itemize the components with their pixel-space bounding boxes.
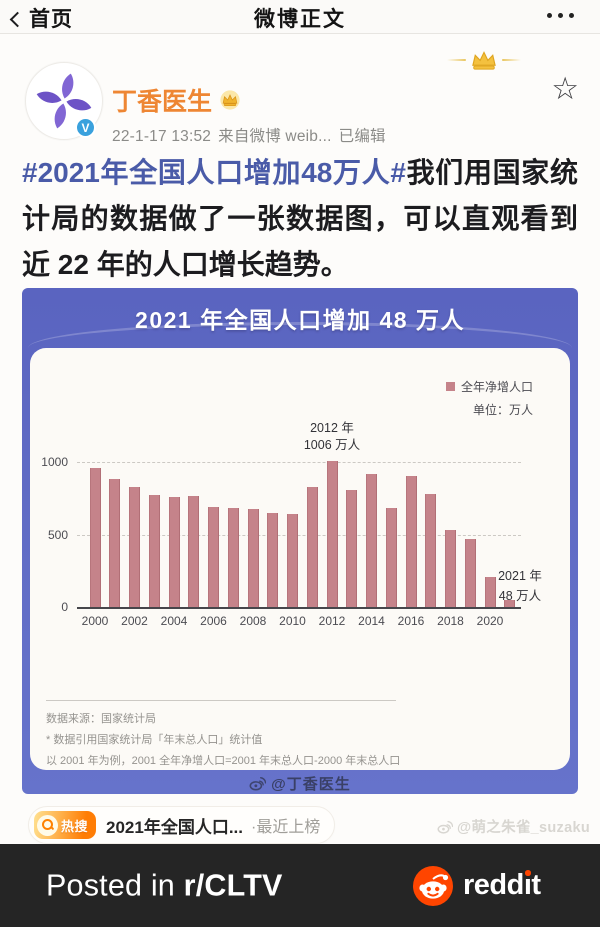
member-badge-icon	[219, 89, 241, 111]
credit-handle: @丁香医生	[271, 776, 351, 793]
back-label: 首页	[29, 8, 73, 31]
plot-area: 2012 年 1006 万人 2021 年 48 万人 0 500 1000 2000…	[30, 348, 570, 770]
bar-2020	[484, 577, 496, 607]
legend-label: 全年净增人口	[460, 380, 533, 394]
chart-credit: @丁香医生	[22, 773, 578, 794]
gridline-1000	[77, 462, 521, 463]
hot-topic-text: 2021年全国人口...	[106, 817, 244, 837]
verified-badge-icon: V	[75, 117, 96, 138]
more-icon[interactable]	[547, 13, 574, 18]
reddit-logo-icon	[413, 865, 453, 906]
reddit-i-dot	[525, 870, 531, 876]
chart-legend: 全年净增人口	[445, 378, 533, 395]
user-watermark: @萌之朱雀_suzaku	[437, 816, 590, 837]
y-tick-label: 500	[47, 527, 68, 542]
bar-2008	[247, 509, 259, 607]
x-tick-label: 2016	[397, 614, 425, 628]
bar-2018	[445, 530, 456, 607]
bar-2002	[129, 487, 140, 607]
reddit-banner: Posted in r/CLTV reddı t	[0, 844, 600, 927]
timestamp: 22-1-17 13:52	[112, 128, 212, 145]
bar-2021	[504, 600, 516, 607]
hot-search-pill[interactable]: 热搜 2021年全国人口... ·最近上榜	[28, 806, 336, 844]
x-axis-line	[77, 607, 521, 609]
infographic-image[interactable]: 2021 年全国人口增加 48 万人 全年净增人口 单位：万人 2012 年 1…	[22, 288, 578, 794]
reddit-wordmark: reddı t	[463, 869, 541, 901]
gridline-500	[77, 534, 521, 536]
x-tick-label: 2004	[160, 614, 188, 628]
bar-2014	[366, 474, 377, 607]
hot-badge-label: 热搜	[61, 818, 89, 834]
footnote-divider	[46, 700, 396, 701]
bar-2010	[287, 514, 298, 607]
reddit-brand: reddı t	[413, 865, 541, 906]
subreddit-name: r/CLTV	[183, 868, 283, 902]
page-title: 微博正文	[254, 8, 346, 31]
legend-swatch	[445, 382, 455, 391]
annotation-2012: 2012 年 1006 万人	[303, 421, 361, 452]
unit-label: 单位：万人	[472, 403, 533, 417]
annotation-2021: 2021 年 48 万人	[498, 569, 542, 603]
chart-card: 全年净增人口 单位：万人 2012 年 1006 万人 2021 年 48 万人…	[30, 348, 570, 770]
hot-status-text: ·最近上榜	[251, 819, 321, 836]
x-tick-label: 2018	[437, 614, 464, 628]
data-source-line: 数据来源：国家统计局	[46, 713, 156, 725]
weibo-icon	[249, 777, 267, 791]
x-tick-label: 2000	[81, 614, 109, 628]
bar-2016	[405, 476, 417, 607]
avatar[interactable]: V	[25, 62, 103, 140]
favorite-star-icon[interactable]: ☆	[551, 71, 579, 107]
bar-2005	[188, 496, 200, 607]
weibo-icon	[437, 820, 454, 834]
x-tick-label: 2002	[121, 614, 148, 628]
bar-2000	[89, 468, 101, 607]
x-tick-label: 2014	[358, 614, 385, 628]
x-tick-label: 2012	[318, 614, 346, 628]
bar-2009	[267, 513, 279, 607]
back-button[interactable]: 首页	[9, 3, 73, 33]
x-tick-label: 2020	[476, 614, 504, 628]
bar-2015	[385, 508, 397, 607]
x-tick-label: 2008	[239, 614, 267, 628]
chart-footnotes: 数据来源：国家统计局 * 数据引用国家统计局「年末总人口」统计值 以 2001 …	[46, 709, 400, 772]
bar-2004	[168, 497, 180, 607]
post-meta: 22-1-17 13:52 来自微博 weib... 已编辑	[112, 124, 393, 146]
post-body-text: 我们用国家统计局的数据做了一张数据图，可以直观看到近 22 年的人口增长趋势。	[22, 157, 578, 280]
watermark-handle: @萌之朱雀_suzaku	[457, 820, 590, 836]
bar-2001	[109, 479, 121, 607]
post-text: #2021年全国人口增加48万人#我们用国家统计局的数据做了一张数据图，可以直观…	[22, 150, 578, 288]
bar-2012	[326, 461, 338, 607]
edited-label: 已编辑	[338, 128, 386, 145]
hot-search-badge: 热搜	[34, 811, 97, 839]
author-name[interactable]: 丁香医生	[112, 88, 213, 116]
source-label[interactable]: 来自微博 weib...	[218, 128, 332, 145]
hashtag-link[interactable]: #2021年全国人口增加48万人#	[22, 157, 406, 188]
bar-2017	[425, 494, 437, 607]
y-tick-label: 0	[61, 600, 68, 614]
x-tick-label: 2010	[279, 614, 306, 628]
dxy-flower-logo-icon	[36, 73, 92, 129]
bar-2019	[464, 539, 476, 607]
y-tick-label: 1000	[41, 455, 68, 469]
top-nav-bar: 首页 微博正文	[0, 0, 600, 34]
bar-2006	[208, 507, 219, 607]
decorative-arc	[28, 322, 572, 374]
bar-2013	[346, 490, 358, 607]
bar-2003	[148, 495, 160, 607]
footnote-2: 以 2001 年为例，2001 全年净增人口=2001 年末总人口-2000 年…	[46, 755, 401, 767]
x-tick-label: 2006	[200, 614, 227, 628]
bar-2011	[306, 487, 318, 607]
search-icon	[37, 814, 58, 836]
footnote-1: * 数据引用国家统计局「年末总人口」统计值	[46, 734, 263, 746]
crown-decoration-icon	[447, 49, 521, 71]
bar-2007	[227, 508, 239, 607]
posted-in-label: Posted in r/CLTV	[46, 868, 283, 902]
